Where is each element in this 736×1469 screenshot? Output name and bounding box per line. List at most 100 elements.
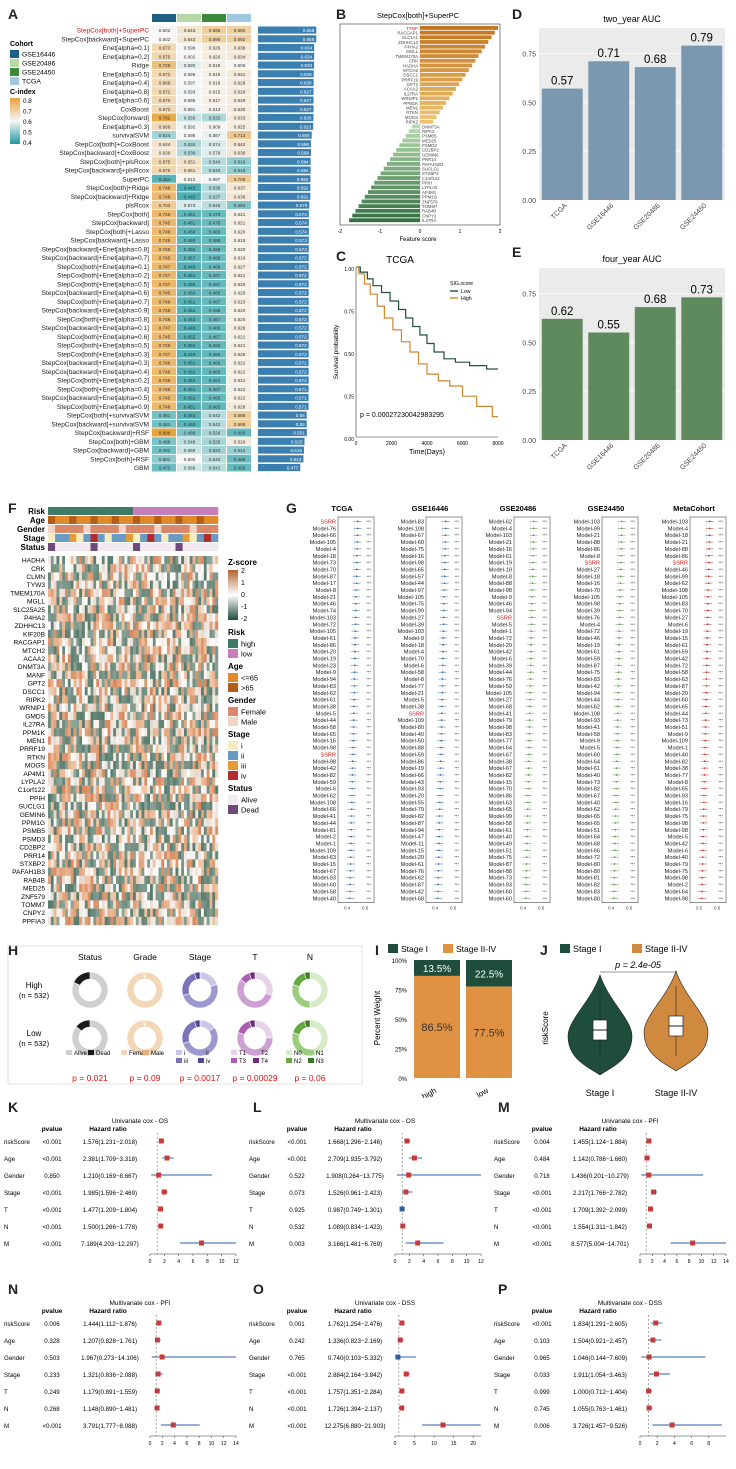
heat-cell xyxy=(118,818,122,827)
track-cell xyxy=(196,516,205,524)
cindex-value: 0.537 xyxy=(209,194,221,199)
heat-cell xyxy=(101,875,105,885)
cindex-value: 0.620 xyxy=(234,247,246,252)
significance-mark: *** xyxy=(366,807,371,812)
cindex-value: 0.745 xyxy=(159,291,171,296)
heat-cell xyxy=(79,859,83,868)
heat-cell xyxy=(181,802,185,811)
heat-cell xyxy=(138,736,142,745)
legend-swatch xyxy=(228,761,238,770)
heat-cell xyxy=(152,679,156,688)
cindex-value: 0.466 xyxy=(209,326,221,331)
heat-cell xyxy=(209,875,213,885)
x-tick: GSE16446 xyxy=(586,202,615,231)
heat-cell xyxy=(53,785,57,794)
cindex-value: 0.634 xyxy=(234,54,246,59)
heat-cell xyxy=(116,703,120,712)
model-label: Model-15 xyxy=(313,862,336,868)
heat-cell xyxy=(70,646,74,655)
heat-cell xyxy=(101,900,105,909)
heat-cell xyxy=(48,621,52,630)
heat-cell xyxy=(158,556,162,565)
heat-cell xyxy=(164,851,168,860)
heat-cell xyxy=(113,605,117,614)
model-label: Model-75 xyxy=(665,814,688,820)
estimate-dot xyxy=(701,883,704,886)
heat-cell xyxy=(201,654,205,663)
heat-cell xyxy=(192,802,196,811)
heat-cell xyxy=(121,662,125,671)
heat-cell xyxy=(144,556,148,565)
mean-value: 0.592 xyxy=(297,177,309,182)
heat-cell xyxy=(215,605,219,614)
heat-cell xyxy=(90,744,94,753)
estimate-dot xyxy=(528,753,530,756)
heat-cell xyxy=(65,580,69,589)
significance-mark: *** xyxy=(366,642,371,647)
heat-cell xyxy=(59,900,63,909)
heat-cell xyxy=(209,810,213,819)
legend-item: ii xyxy=(206,1051,209,1057)
estimate-dot xyxy=(525,849,528,852)
cindex-cell xyxy=(177,358,201,367)
significance-mark: *** xyxy=(630,820,635,825)
track-cell xyxy=(147,516,155,524)
x-tick: GSE20486 xyxy=(633,202,662,231)
heat-cell xyxy=(53,752,57,762)
heat-cell xyxy=(101,834,105,844)
auc-label: 0.62 xyxy=(551,306,573,318)
heat-cell xyxy=(212,875,216,885)
heat-cell xyxy=(53,564,57,573)
heat-cell xyxy=(48,826,52,835)
estimate-dot xyxy=(705,664,708,667)
heat-cell xyxy=(158,679,162,688)
heat-cell xyxy=(48,613,52,622)
model-label: Model-46 xyxy=(665,567,688,573)
significance-mark: *** xyxy=(454,772,459,777)
significance-mark: *** xyxy=(366,882,371,887)
heat-cell xyxy=(107,728,111,737)
heat-cell xyxy=(172,785,176,794)
heat-cell xyxy=(164,818,168,827)
heat-cell xyxy=(150,859,154,868)
heat-cell xyxy=(53,638,57,647)
cindex-cell xyxy=(202,69,226,78)
significance-mark: *** xyxy=(542,519,547,524)
heat-cell xyxy=(107,875,111,885)
estimate-dot xyxy=(708,554,710,557)
heat-cell xyxy=(195,867,199,876)
estimate-dot xyxy=(353,678,356,680)
cindex-cell xyxy=(177,236,201,244)
model-label: Model-44 xyxy=(401,581,424,587)
heat-cell xyxy=(93,670,97,680)
mean-value: 0.571 xyxy=(295,387,307,392)
cindex-value: 0.745 xyxy=(159,387,171,392)
significance-mark: *** xyxy=(454,779,459,784)
cohort-header-2 xyxy=(202,14,226,22)
heat-cell xyxy=(198,793,202,803)
heat-cell xyxy=(164,843,168,852)
heat-cell xyxy=(164,662,168,671)
mean-value: 0.658 xyxy=(303,37,315,42)
heat-cell xyxy=(76,629,80,639)
cindex-value: 0.591 xyxy=(184,107,196,112)
heat-cell xyxy=(87,613,91,622)
heat-cell xyxy=(67,588,71,598)
heat-cell xyxy=(118,785,122,794)
heat-cell xyxy=(90,884,94,893)
heat-cell xyxy=(130,580,134,589)
heat-cell xyxy=(186,703,190,712)
x-tick: TCGA xyxy=(550,202,569,221)
heat-cell xyxy=(175,761,179,770)
model-label: Model-58 xyxy=(665,670,688,676)
heat-cell xyxy=(59,777,63,786)
heat-cell xyxy=(53,728,57,737)
heat-cell xyxy=(198,670,202,680)
hr-marker xyxy=(156,1172,162,1178)
cindex-cell xyxy=(202,174,226,183)
model-label: Model-18 xyxy=(577,574,600,580)
heat-cell xyxy=(138,629,142,639)
estimate-dot xyxy=(620,527,623,530)
gene-label: PSMB5 xyxy=(23,828,46,835)
heat-cell xyxy=(121,605,125,614)
